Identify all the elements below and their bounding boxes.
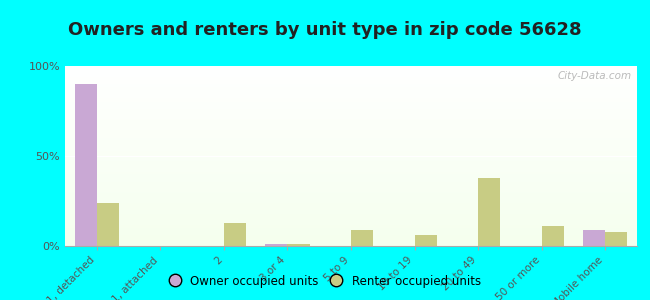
Bar xyxy=(265,244,287,246)
Text: Owners and renters by unit type in zip code 56628: Owners and renters by unit type in zip c… xyxy=(68,21,582,39)
Bar xyxy=(287,244,309,246)
Bar xyxy=(541,226,564,246)
Bar xyxy=(75,84,97,246)
Bar xyxy=(605,232,627,246)
Bar xyxy=(583,230,605,246)
Bar xyxy=(97,203,119,246)
Bar xyxy=(478,178,500,246)
Legend: Owner occupied units, Renter occupied units: Owner occupied units, Renter occupied un… xyxy=(166,271,484,291)
Bar xyxy=(351,230,373,246)
Text: City-Data.com: City-Data.com xyxy=(557,71,631,81)
Bar xyxy=(224,223,246,246)
Bar xyxy=(415,235,437,246)
